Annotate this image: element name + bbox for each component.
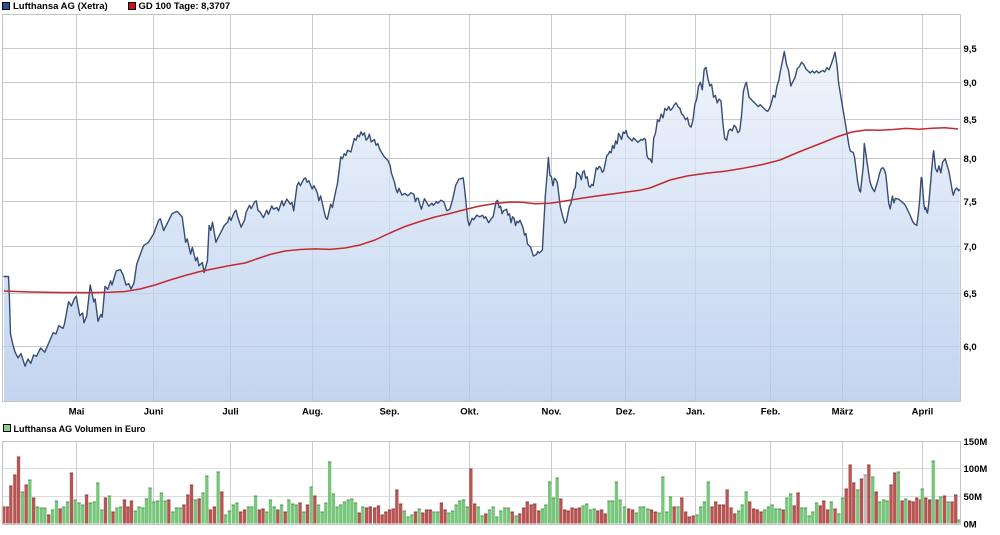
svg-text:Juni: Juni [144,407,164,418]
svg-text:Feb.: Feb. [761,407,781,418]
svg-text:Okt.: Okt. [460,407,478,418]
svg-text:7,5: 7,5 [964,197,978,208]
svg-text:8,0: 8,0 [964,154,977,165]
svg-text:Jan.: Jan. [686,407,705,418]
svg-text:9,5: 9,5 [964,44,978,55]
svg-text:6,0: 6,0 [964,342,977,353]
svg-text:50M: 50M [964,492,983,503]
svg-text:8,5: 8,5 [964,115,978,126]
svg-text:Dez.: Dez. [616,407,636,418]
svg-text:GD 100 Tage: 8,3707: GD 100 Tage: 8,3707 [139,1,231,12]
svg-text:9,0: 9,0 [964,78,977,89]
svg-text:März: März [832,407,854,418]
svg-text:Lufthansa AG (Xetra): Lufthansa AG (Xetra) [13,1,108,12]
svg-text:Aug.: Aug. [302,407,323,418]
svg-text:7,0: 7,0 [964,242,977,253]
svg-text:0M: 0M [964,519,977,530]
svg-text:6,5: 6,5 [964,289,978,300]
svg-text:150M: 150M [964,437,988,448]
svg-text:100M: 100M [964,464,988,475]
svg-text:Lufthansa AG Volumen in Euro: Lufthansa AG Volumen in Euro [14,424,147,434]
svg-text:Sep.: Sep. [379,407,399,418]
svg-text:Nov.: Nov. [542,407,562,418]
svg-text:April: April [912,407,934,418]
svg-text:Juli: Juli [222,407,238,418]
svg-text:Mai: Mai [69,407,85,418]
